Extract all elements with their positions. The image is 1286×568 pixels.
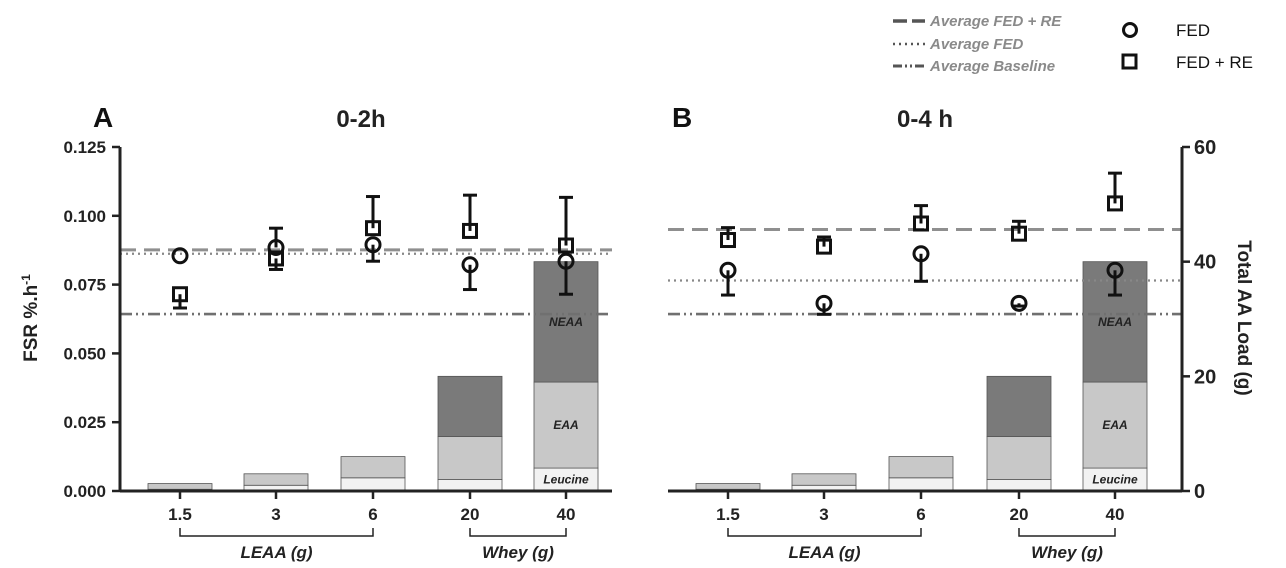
point-fed-re-6 [365,220,381,237]
y-right-tick-label: 0 [1194,481,1205,503]
x-tick-label-3: 3 [271,505,280,524]
legend-avg-fed-label: Average FED [929,36,1024,53]
y-left-tick-label: 0.000 [63,482,106,501]
point-fed-3 [815,294,833,312]
group-label-leaa: LEAA (g) [240,543,312,562]
legend-fed-re-label: FED + RE [1176,53,1253,72]
group-bracket-leaa [727,528,922,537]
bar-eaa-3 [791,473,857,486]
x-tick-label-20: 20 [1010,505,1029,524]
point-fed-re-3 [816,238,832,255]
point-fed-re-1.5 [720,232,736,249]
bar-neaa-20 [986,375,1052,437]
panel-a-title: 0-2h [336,106,385,133]
x-tick-label-6: 6 [368,505,377,524]
panel-a-letter: A [93,102,113,133]
bar-eaa-6 [340,456,406,479]
bar-label-eaa: EAA [1102,418,1127,432]
y-right-tick-label: 20 [1194,366,1216,388]
point-fed-1.5 [719,261,737,279]
legend: Average FED + RE Average FED Average Bas… [893,13,1253,75]
group-bracket-whey [469,528,567,537]
y-right-tick-label: 40 [1194,252,1216,274]
bar-neaa-20 [437,375,503,437]
legend-fed-re-marker [1121,53,1138,70]
bar-leucine-20 [437,479,503,492]
x-tick-label-6: 6 [916,505,925,524]
panel-b-letter: B [672,102,692,133]
point-fed-20 [461,256,479,274]
point-fed-40 [557,252,575,270]
point-fed-20 [1010,294,1028,312]
y-left-tick-label: 0.100 [63,207,106,226]
y-left-tick-label: 0.050 [63,344,106,363]
point-fed-6 [912,245,930,263]
y-left-tick-label: 0.025 [63,413,106,432]
bar-label-eaa: EAA [553,418,578,432]
bar-eaa-1.5 [695,483,761,490]
bar-leucine-20 [986,479,1052,492]
bar-eaa-40 [533,381,599,469]
bar-label-leucine: Leucine [543,473,589,487]
right-axis-label: Total AA Load (g) [1233,240,1254,396]
bar-label-neaa: NEAA [549,315,583,329]
x-tick-label-1.5: 1.5 [168,505,192,524]
group-label-leaa: LEAA (g) [788,543,860,562]
point-fed-1.5 [171,247,189,265]
bar-label-neaa: NEAA [1098,315,1132,329]
bar-label-leucine: Leucine [1092,473,1138,487]
point-fed-re-3 [268,250,284,267]
point-fed-re-40 [1107,195,1123,212]
x-tick-label-1.5: 1.5 [716,505,740,524]
point-fed-40 [1106,261,1124,279]
x-tick-label-40: 40 [1106,505,1125,524]
point-fed-re-6 [913,215,929,232]
y-left-tick-label: 0.075 [63,276,106,295]
legend-fed-label: FED [1176,21,1210,40]
x-tick-label-3: 3 [819,505,828,524]
point-fed-re-1.5 [172,286,188,303]
x-tick-label-20: 20 [461,505,480,524]
bar-eaa-6 [888,456,954,479]
panel-b: B 0-4 h Total AA Load (g) Leucine EAA NEAA… [668,102,1254,562]
bar-eaa-1.5 [147,483,213,490]
group-bracket-leaa [179,528,374,537]
point-fed-re-40 [558,237,574,254]
group-label-whey: Whey (g) [1031,543,1103,562]
x-tick-label-40: 40 [557,505,576,524]
point-fed-re-20 [1011,225,1027,242]
bar-leucine-6 [340,477,406,492]
panel-b-title: 0-4 h [897,106,953,133]
bar-leucine-6 [888,477,954,492]
bar-eaa-3 [243,473,309,486]
point-fed-6 [364,236,382,254]
legend-avg-fed-re-label: Average FED + RE [929,13,1062,30]
y-left-tick-label: 0.125 [63,138,106,157]
bar-eaa-20 [437,436,503,480]
legend-avg-baseline-label: Average Baseline [929,58,1055,75]
bar-eaa-40 [1082,381,1148,469]
y-right-tick-label: 60 [1194,137,1216,159]
left-axis-label: FSR %.h-1 [19,274,42,362]
group-bracket-whey [1018,528,1116,537]
point-fed-3 [267,238,285,256]
point-fed-re-20 [462,222,478,239]
bar-eaa-20 [986,436,1052,480]
legend-fed-marker [1122,22,1138,38]
group-label-whey: Whey (g) [482,543,554,562]
